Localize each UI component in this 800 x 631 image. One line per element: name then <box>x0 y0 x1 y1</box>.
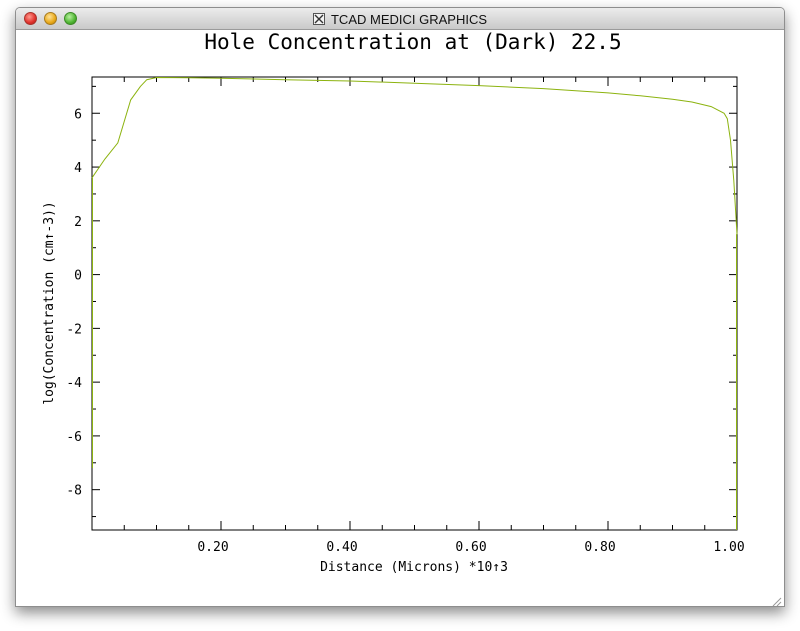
y-tick-label: -8 <box>66 484 82 499</box>
x-tick-label: 1.00 <box>713 540 744 555</box>
hole-concentration-chart: Hole Concentration at (Dark) 22.5 0.20 0.… <box>42 30 745 575</box>
minimize-window-button[interactable] <box>44 12 57 25</box>
y-tick-label: 4 <box>74 161 82 176</box>
resize-grip-icon[interactable] <box>770 592 782 606</box>
plot-area: Hole Concentration at (Dark) 22.5 0.20 0.… <box>16 30 784 606</box>
medici-window: TCAD MEDICI GRAPHICS Hole Concentration … <box>15 7 785 607</box>
y-tick-labels: 6 4 2 0 -2 -4 -6 -8 <box>66 107 82 498</box>
window-title-group: TCAD MEDICI GRAPHICS <box>16 8 784 30</box>
y-tick-label: 0 <box>74 269 82 284</box>
zoom-window-button[interactable] <box>64 12 77 25</box>
y-tick-label: -6 <box>66 430 82 445</box>
x-tick-label: 0.40 <box>326 540 357 555</box>
plot-frame <box>91 76 738 531</box>
window-titlebar[interactable]: TCAD MEDICI GRAPHICS <box>16 8 784 30</box>
x-tick-label: 0.80 <box>584 540 615 555</box>
window-title: TCAD MEDICI GRAPHICS <box>330 11 487 27</box>
y-axis-label: log(Concentration (cm↑-3)) <box>42 201 57 405</box>
x-tick-label: 0.60 <box>455 540 486 555</box>
x-tick-label: 0.20 <box>197 540 228 555</box>
x-axis-label: Distance (Microns) *10↑3 <box>320 560 508 575</box>
axis-ticks <box>92 77 738 530</box>
y-tick-label: -4 <box>66 376 82 391</box>
y-tick-label: 6 <box>74 107 82 122</box>
y-tick-label: -2 <box>66 322 82 337</box>
y-tick-label: 2 <box>74 215 82 230</box>
hole-concentration-curve <box>91 76 738 235</box>
close-window-button[interactable] <box>24 12 37 25</box>
x-tick-labels: 0.20 0.40 0.60 0.80 1.00 <box>197 540 744 555</box>
x11-icon <box>312 13 325 25</box>
chart-title: Hole Concentration at (Dark) 22.5 <box>204 30 621 54</box>
